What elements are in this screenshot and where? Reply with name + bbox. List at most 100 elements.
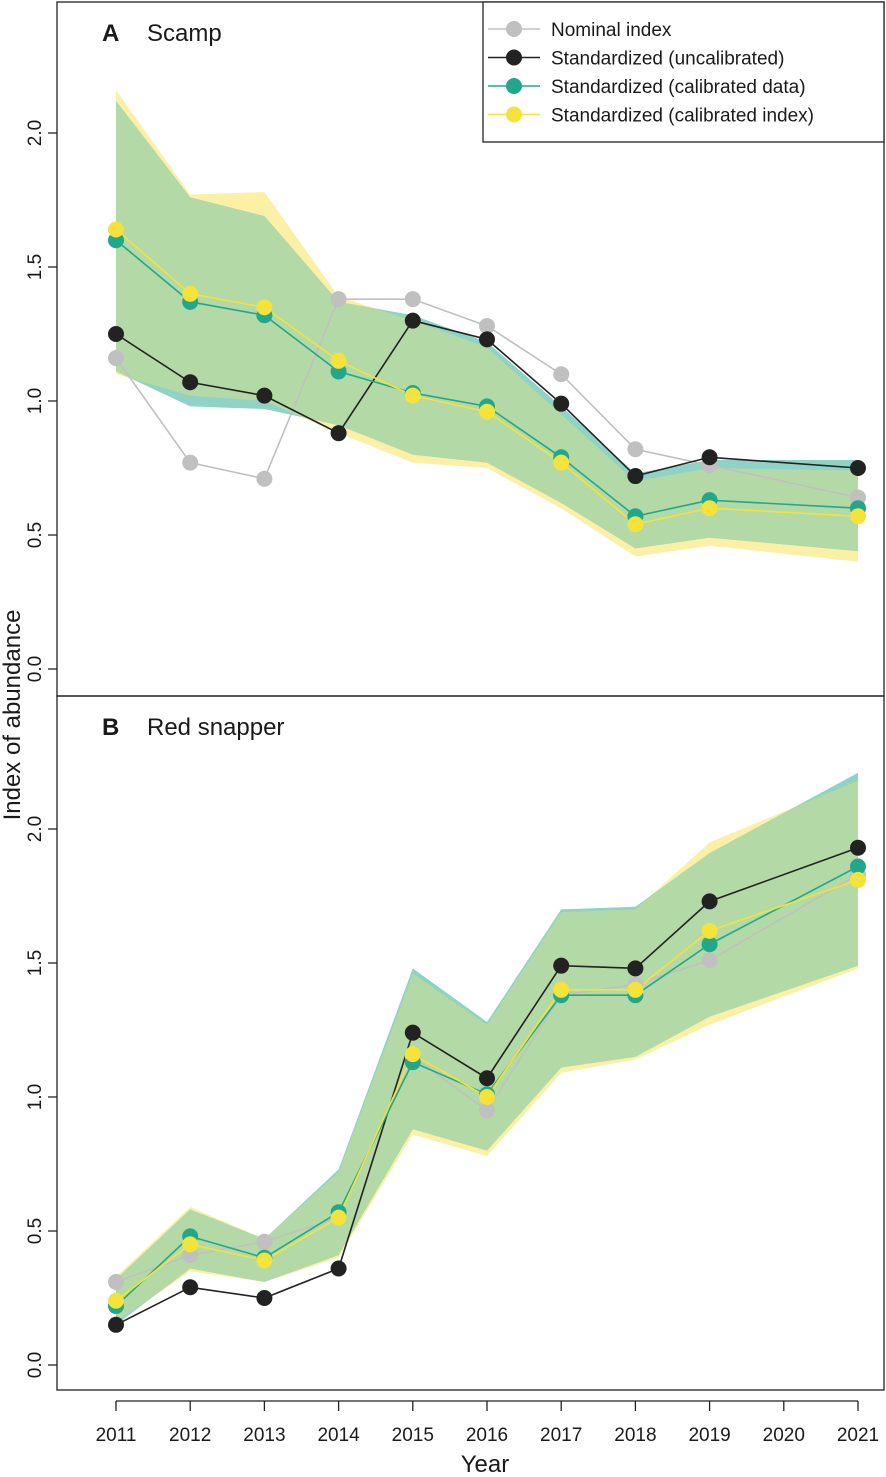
y-tick-label: 2.0 — [25, 816, 46, 842]
x-tick-label: 2012 — [169, 1425, 211, 1446]
data-point — [256, 1252, 273, 1269]
data-point — [108, 1316, 124, 1333]
data-point — [330, 425, 347, 442]
series-line — [115, 873, 859, 1283]
legend-marker — [506, 21, 522, 37]
data-point — [627, 516, 644, 533]
y-tick-label: 0.0 — [25, 656, 46, 682]
y-tick-label: 1.5 — [25, 950, 46, 976]
legend-label: Nominal index — [551, 20, 672, 41]
data-point — [553, 395, 570, 412]
data-point — [108, 1292, 124, 1309]
legend-label: Standardized (calibrated data) — [551, 77, 806, 98]
series-line — [115, 298, 859, 499]
y-tick-label: 1.0 — [25, 1084, 46, 1110]
data-point — [701, 922, 718, 939]
data-point — [553, 454, 570, 471]
data-point — [627, 468, 644, 485]
data-point — [330, 291, 347, 308]
data-point — [330, 1260, 347, 1277]
data-point — [627, 960, 644, 977]
data-point — [256, 387, 273, 404]
data-point — [108, 1273, 124, 1290]
series-line — [115, 879, 859, 1302]
data-point — [479, 403, 495, 420]
y-tick-label: 0.5 — [25, 1218, 46, 1244]
x-tick-label: 2021 — [837, 1425, 879, 1446]
y-tick-label: 2.0 — [25, 120, 46, 146]
confidence-band-overlap — [116, 780, 858, 1323]
data-point — [182, 374, 199, 391]
data-point — [479, 331, 495, 348]
data-point — [182, 285, 199, 302]
data-point — [701, 893, 718, 910]
x-tick-label: 2013 — [243, 1425, 285, 1446]
data-point — [404, 1024, 421, 1041]
x-tick-label: 2017 — [540, 1425, 582, 1446]
y-axis-title: Index of abundance — [0, 610, 26, 821]
x-tick-label: 2020 — [763, 1425, 805, 1446]
data-point — [627, 441, 644, 458]
data-point — [108, 326, 124, 342]
data-point — [256, 470, 273, 487]
data-point — [701, 952, 718, 969]
data-point — [850, 508, 866, 525]
panel-frame — [56, 695, 885, 1391]
data-point — [553, 957, 570, 974]
data-point — [850, 839, 866, 856]
panel-title: Scamp — [147, 20, 222, 47]
data-point — [479, 1070, 495, 1087]
x-axis-title: Year — [461, 1451, 510, 1477]
data-point — [701, 500, 718, 517]
data-point — [108, 350, 124, 367]
data-point — [404, 387, 421, 404]
data-point — [404, 291, 421, 308]
series-line — [115, 865, 859, 1307]
data-point — [850, 858, 866, 875]
data-point — [330, 352, 347, 369]
legend-box — [482, 1, 885, 143]
panel-a-scamp: 0.0 0.5 1.0 1.5 2.0 A Scamp — [25, 1, 885, 697]
data-point — [404, 312, 421, 329]
x-tick-label: 2016 — [466, 1425, 508, 1446]
data-point — [701, 449, 718, 466]
panel-b-red-snapper: 0.0 0.5 1.0 1.5 2.0 B Red snapper 2011 2012 2013 2… — [25, 695, 885, 1446]
x-tick-label: 2019 — [688, 1425, 730, 1446]
y-tick-label: 1.0 — [25, 388, 46, 414]
data-point — [479, 317, 495, 334]
panel-letter: B — [102, 714, 119, 741]
data-point — [108, 221, 124, 238]
data-point — [701, 936, 718, 953]
panel-title: Red snapper — [147, 714, 284, 741]
series-line — [115, 239, 859, 518]
series-line — [115, 319, 859, 477]
data-point — [479, 1102, 495, 1119]
data-point — [479, 1089, 495, 1105]
legend-marker — [506, 106, 522, 123]
y-tick-label: 0.5 — [25, 522, 46, 548]
legend-label: Standardized (calibrated index) — [551, 106, 814, 127]
data-point — [182, 1279, 199, 1296]
data-point — [850, 871, 866, 888]
panel-letter: A — [102, 20, 119, 47]
data-point — [330, 1209, 347, 1226]
y-tick-label: 1.5 — [25, 254, 46, 280]
series-line — [115, 847, 859, 1326]
data-point — [256, 1233, 273, 1250]
confidence-band-overlap — [116, 100, 858, 552]
data-point — [256, 299, 273, 316]
y-tick-label: 0.0 — [25, 1352, 46, 1378]
legend-marker — [506, 78, 522, 94]
data-point — [553, 981, 570, 998]
data-point — [553, 366, 570, 383]
data-point — [850, 460, 866, 476]
legend-label: Standardized (uncalibrated) — [551, 49, 784, 70]
series-line — [115, 228, 859, 526]
data-point — [627, 981, 644, 998]
data-point — [182, 454, 199, 471]
data-point — [256, 1290, 273, 1306]
legend: Nominal index Standardized (uncalibrated)… — [482, 1, 885, 143]
x-tick-label: 2015 — [392, 1425, 434, 1446]
data-point — [404, 1046, 421, 1063]
